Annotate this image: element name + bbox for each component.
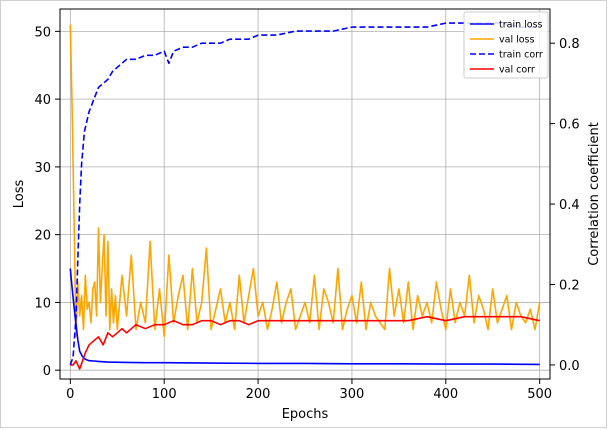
- x-tick-label: 400: [433, 387, 458, 402]
- x-tick-label: 100: [152, 387, 177, 402]
- x-tick-label: 200: [246, 387, 271, 402]
- y-tick-label-left: 0: [43, 364, 51, 379]
- y-tick-label-right: 0.2: [559, 278, 580, 293]
- y-tick-label-right: 0.4: [559, 198, 580, 213]
- series-line-val-loss: [69, 24, 541, 338]
- legend-label: val loss: [499, 35, 535, 46]
- axes-box: [59, 8, 551, 380]
- plot-area: [69, 22, 541, 370]
- x-tick-label: 300: [340, 387, 365, 402]
- y-tick-label-right: 0.0: [559, 359, 580, 374]
- y-axis-label-left: Loss: [12, 180, 27, 209]
- y-tick-label-left: 10: [34, 296, 51, 311]
- y-axis-label-right: Correlation coefficient: [587, 122, 602, 266]
- x-axis-label: Epochs: [282, 407, 329, 422]
- legend-box: [463, 11, 549, 79]
- series-line-train-loss: [69, 268, 540, 366]
- y-tick-label-left: 50: [34, 25, 51, 40]
- y-tick-label-right: 0.8: [559, 37, 580, 52]
- series-line-val-corr: [70, 315, 540, 370]
- series-line-train-corr: [69, 22, 540, 366]
- x-tick-label: 500: [527, 387, 552, 402]
- y-tick-label-left: 40: [34, 93, 51, 108]
- x-tick-label: 0: [66, 387, 74, 402]
- legend-label: val corr: [499, 65, 535, 76]
- legend: train loss val loss train corr val corr: [463, 11, 549, 79]
- ticks: 0 100 200 300 400 500 0 10 20 30 40 50 0.0 0.2 0.4 0.6 0…: [34, 25, 579, 402]
- y-tick-label-right: 0.6: [559, 118, 580, 133]
- legend-label: train corr: [499, 50, 543, 61]
- legend-label: train loss: [499, 20, 543, 31]
- y-tick-label-left: 30: [34, 161, 51, 176]
- y-tick-label-left: 20: [34, 229, 51, 244]
- grid: [60, 9, 550, 379]
